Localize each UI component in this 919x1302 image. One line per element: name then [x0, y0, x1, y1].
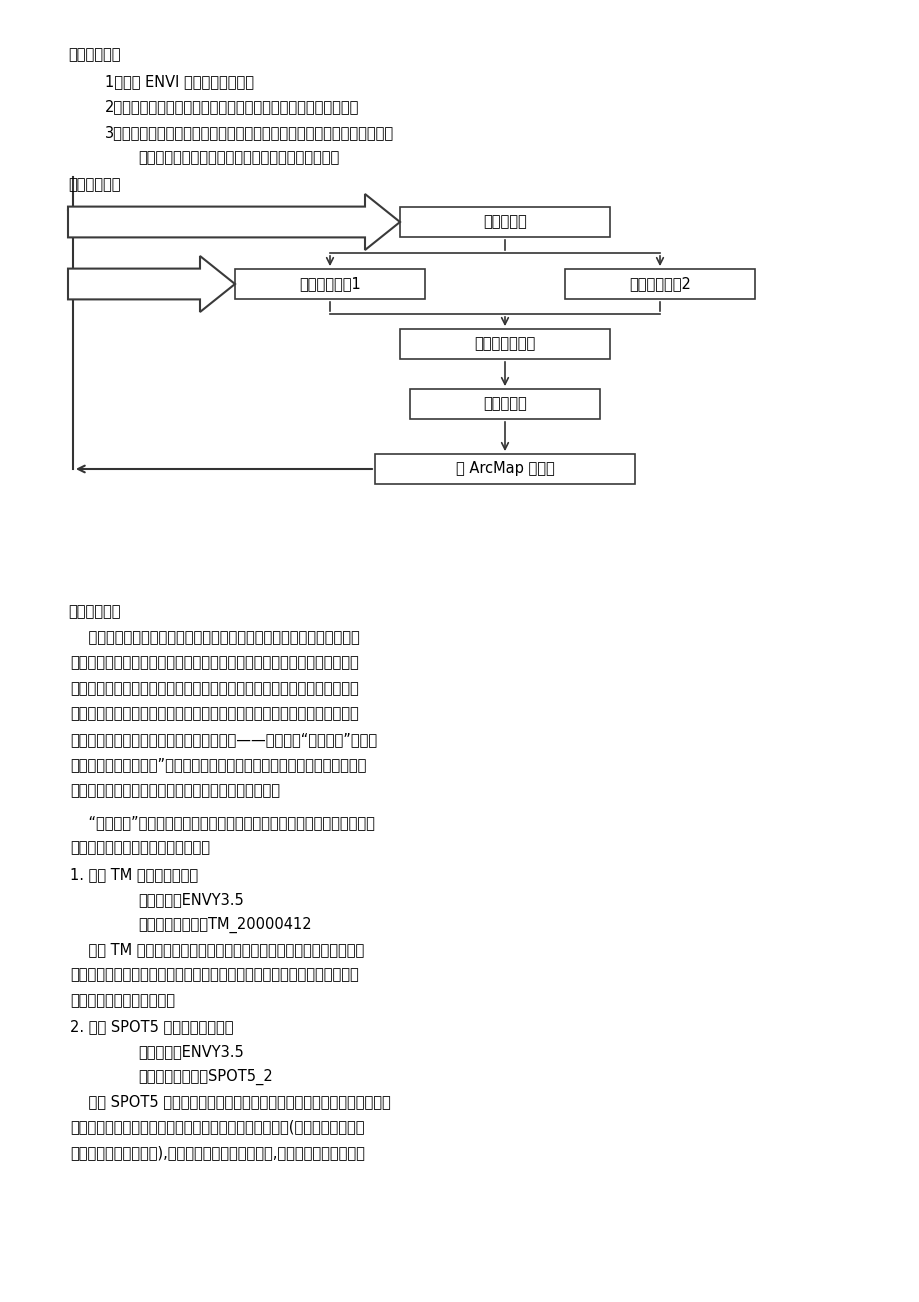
Text: 对于 SPOT5 影像选用对绿色植物（叶绻素引起的）强吸收的可见光红波: 对于 SPOT5 影像选用对绿色植物（叶绻素引起的）强吸收的可见光红波 — [70, 1094, 391, 1109]
Text: 1. 基于 TM 影像植被的提取: 1. 基于 TM 影像植被的提取 — [70, 867, 198, 881]
Polygon shape — [68, 194, 400, 250]
FancyBboxPatch shape — [400, 207, 609, 237]
Text: 通，提高实践动手能力和综合解决实际问题的能力。: 通，提高实践动手能力和综合解决实际问题的能力。 — [138, 150, 339, 165]
Text: 数据经分析运算（加、减、乘、除等线性或非线性组合方式），产生某些对: 数据经分析运算（加、减、乘、除等线性或非线性组合方式），产生某些对 — [70, 707, 358, 721]
Text: 2. 基于 SPOT5 影像的植被的提取: 2. 基于 SPOT5 影像的植被的提取 — [70, 1019, 233, 1034]
Text: 三．实验内容: 三．实验内容 — [68, 604, 120, 618]
Text: 段和对绿色植物（叶内组织引起的）高反射的近红外波段(这两个波段是植物: 段和对绿色植物（叶内组织引起的）高反射的近红外波段(这两个波段是植物 — [70, 1120, 364, 1134]
FancyBboxPatch shape — [564, 270, 754, 299]
Text: “植被指数”的提取方法有很多种，包括比値植被指数，归一化植被指数，: “植被指数”的提取方法有很多种，包括比値植被指数，归一化植被指数， — [70, 815, 374, 829]
FancyBboxPatch shape — [400, 329, 609, 359]
Text: 栅格转矢量: 栅格转矢量 — [482, 397, 527, 411]
Text: 采用软件：ENVY3.5: 采用软件：ENVY3.5 — [138, 892, 244, 907]
Text: 采用软件：ENVY3.5: 采用软件：ENVY3.5 — [138, 1044, 244, 1059]
Text: 一．实验目的: 一．实验目的 — [68, 47, 120, 62]
Text: 在 ArcMap 中打开: 在 ArcMap 中打开 — [455, 461, 554, 477]
FancyBboxPatch shape — [410, 389, 599, 419]
Text: 二．实验流程: 二．实验流程 — [68, 177, 120, 191]
Text: 采用的遥感数据：TM_20000412: 采用的遥感数据：TM_20000412 — [138, 917, 312, 934]
Text: 差値植被指数，绿度植被指数等等。: 差値植被指数，绿度植被指数等等。 — [70, 841, 210, 855]
Text: 及其差异、变化而反映的，不同光谱通道所获得的植被信息可与植被的不同: 及其差异、变化而反映的，不同光谱通道所获得的植被信息可与植被的不同 — [70, 655, 358, 671]
Text: 植被提取模型1: 植被提取模型1 — [299, 276, 360, 292]
Polygon shape — [68, 256, 234, 312]
Text: 要素或某种特征状态有各种不同的相关性，因此，我们往往选用多光谱遥感: 要素或某种特征状态有各种不同的相关性，因此，我们往往选用多光谱遥感 — [70, 681, 358, 697]
Text: 1、熏悉 ENVI 软件的具体操作；: 1、熏悉 ENVI 软件的具体操作； — [105, 74, 254, 89]
Text: 以定性和定量地评价植被覆盖、生长活力及生物量等。: 以定性和定量地评价植被覆盖、生长活力及生物量等。 — [70, 783, 279, 798]
Text: 采用的遥感数据：SPOT5_2: 采用的遥感数据：SPOT5_2 — [138, 1069, 272, 1085]
Text: 数，归一化植被指数，绿度植被指数提取，然后将获得的影像进行主成分分: 数，归一化植被指数，绿度植被指数提取，然后将获得的影像进行主成分分 — [70, 967, 358, 983]
Text: 析，最后得到所需的图像。: 析，最后得到所需的图像。 — [70, 993, 175, 1008]
Text: 光谱中的最典型的波段),然后建立植被指数提取模型,最后得到所需的图像。: 光谱中的最典型的波段),然后建立植被指数提取模型,最后得到所需的图像。 — [70, 1144, 365, 1160]
Text: 2、理解并能掌握水体信息的提取方法、步骤及其结果评价方法；: 2、理解并能掌握水体信息的提取方法、步骤及其结果评价方法； — [105, 99, 359, 115]
Text: 3、通过实习，加深对所学遥感专业知识的理解与掌握，使理论知识融会贯: 3、通过实习，加深对所学遥感专业知识的理解与掌握，使理论知识融会贯 — [105, 125, 393, 141]
FancyBboxPatch shape — [234, 270, 425, 299]
Text: 可以通过提取植被指数”这种简单有效的形式来实现对植物状态信息的表达，: 可以通过提取植被指数”这种简单有效的形式来实现对植物状态信息的表达， — [70, 758, 366, 772]
Text: 植被长势、生物量等有一定指示意义的数値——即所谓的“植被指数”。我们: 植被长势、生物量等有一定指示意义的数値——即所谓的“植被指数”。我们 — [70, 732, 377, 747]
Text: 对于 TM 影像植被的提取我使用的方法是分别对影像进行比値植被指: 对于 TM 影像植被的提取我使用的方法是分别对影像进行比値植被指 — [70, 943, 364, 957]
Text: 数字形态学滤波: 数字形态学滤波 — [474, 336, 535, 352]
FancyBboxPatch shape — [375, 454, 634, 484]
Text: 植被提取模型2: 植被提取模型2 — [629, 276, 690, 292]
Text: 遥感图像上的植被信息，主要通过绿色植物叶子和植被冠层的光谱特性: 遥感图像上的植被信息，主要通过绿色植物叶子和植被冠层的光谱特性 — [70, 630, 359, 644]
Text: 图像预处理: 图像预处理 — [482, 215, 527, 229]
